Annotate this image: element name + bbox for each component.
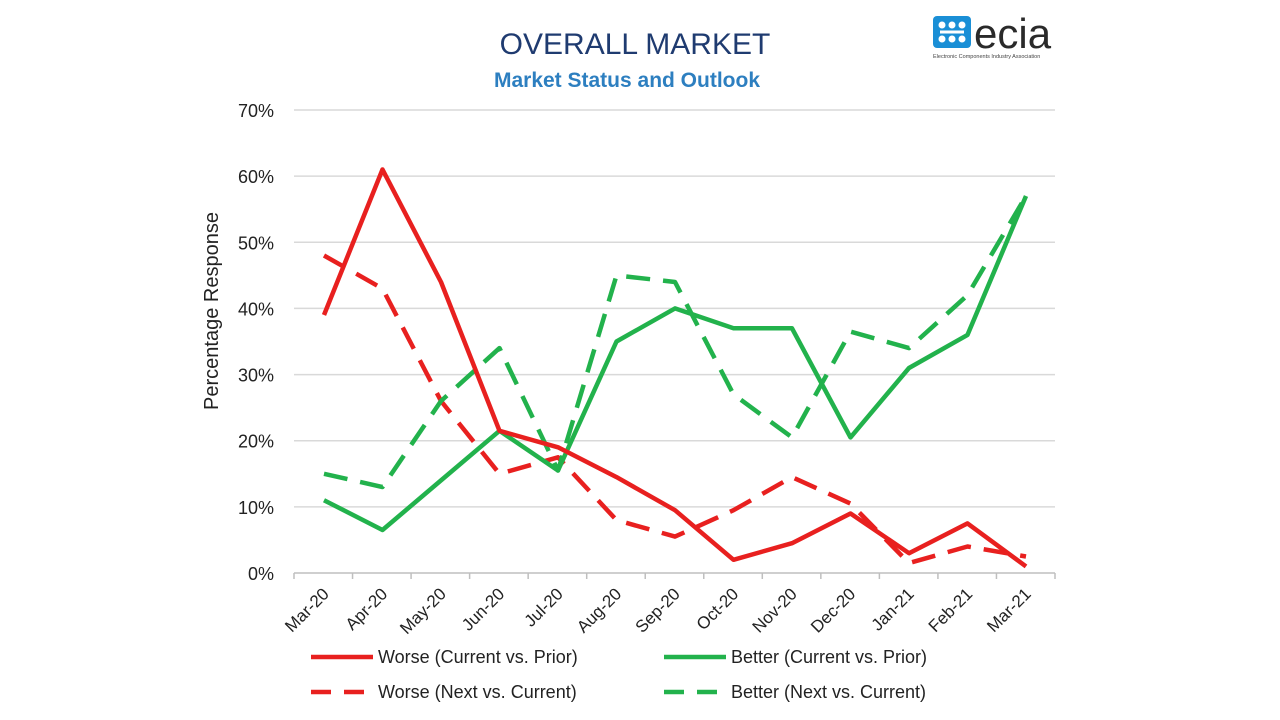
x-tick-label: Oct-20 bbox=[693, 584, 743, 634]
legend-label: Worse (Next vs. Current) bbox=[378, 682, 577, 702]
chart-title: OVERALL MARKET bbox=[500, 28, 771, 61]
x-axis-ticks: Mar-20 Apr-20 May-20 Jun-20 Jul-20 Aug-20 Sep-… bbox=[281, 573, 1056, 638]
x-tick-label: Feb-21 bbox=[925, 584, 977, 636]
logo-subtext: Electronic Components Industry Associati… bbox=[933, 54, 1040, 60]
x-tick-label: Mar-21 bbox=[983, 584, 1035, 636]
legend-label: Better (Next vs. Current) bbox=[731, 682, 926, 702]
y-tick-label: 70% bbox=[238, 101, 274, 121]
y-tick-label: 10% bbox=[238, 498, 274, 518]
series-line bbox=[322, 253, 1027, 566]
x-tick-label: Jan-21 bbox=[868, 584, 918, 634]
x-tick-label: Aug-20 bbox=[573, 584, 625, 636]
y-tick-label: 20% bbox=[238, 432, 274, 452]
y-axis-ticks: 0% 10% 20% 30% 40% 50% 60% 70% bbox=[238, 101, 274, 584]
legend-label: Worse (Current vs. Prior) bbox=[378, 647, 578, 667]
series-line bbox=[322, 195, 1029, 533]
x-tick-label: May-20 bbox=[396, 584, 450, 638]
y-tick-label: 0% bbox=[248, 564, 274, 584]
x-tick-label: Nov-20 bbox=[749, 584, 801, 636]
chart-subtitle: Market Status and Outlook bbox=[494, 69, 760, 92]
y-axis-label: Percentage Response bbox=[201, 212, 223, 410]
y-tick-label: 50% bbox=[238, 233, 274, 253]
x-tick-label: Mar-20 bbox=[281, 584, 333, 636]
x-tick-label: Jul-20 bbox=[521, 584, 567, 630]
legend-label: Better (Current vs. Prior) bbox=[731, 647, 927, 667]
x-tick-label: Sep-20 bbox=[632, 584, 684, 636]
y-tick-label: 60% bbox=[238, 167, 274, 187]
legend: Worse (Current vs. Prior) Better (Current… bbox=[311, 647, 927, 702]
series-line bbox=[323, 194, 1028, 490]
logo-icon bbox=[933, 16, 971, 48]
x-tick-label: Dec-20 bbox=[807, 584, 859, 636]
logo-wordmark: ecia bbox=[974, 10, 1052, 57]
x-tick-label: Jun-20 bbox=[458, 584, 508, 634]
y-tick-label: 30% bbox=[238, 366, 274, 386]
ecia-logo: ecia Electronic Components Industry Asso… bbox=[933, 10, 1052, 60]
y-tick-label: 40% bbox=[238, 299, 274, 319]
x-tick-label: Apr-20 bbox=[342, 584, 392, 634]
series-lines bbox=[321, 167, 1029, 569]
series-line bbox=[321, 167, 1028, 569]
